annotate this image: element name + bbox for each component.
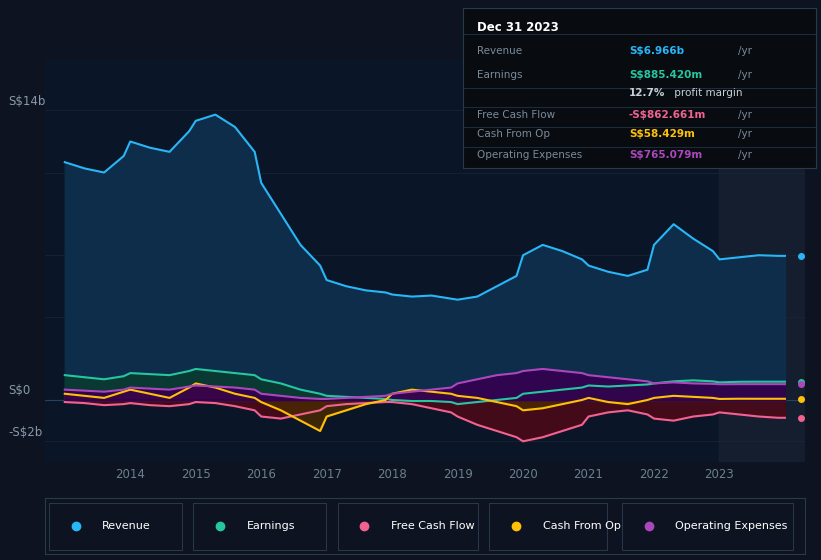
Text: S$0: S$0 bbox=[8, 384, 30, 397]
Text: /yr: /yr bbox=[738, 150, 752, 160]
Text: -S$2b: -S$2b bbox=[8, 426, 43, 438]
Text: Cash From Op: Cash From Op bbox=[543, 521, 621, 531]
Text: Operating Expenses: Operating Expenses bbox=[477, 150, 582, 160]
Text: /yr: /yr bbox=[738, 69, 752, 80]
Text: Operating Expenses: Operating Expenses bbox=[676, 521, 788, 531]
Text: 12.7%: 12.7% bbox=[629, 88, 665, 98]
Text: /yr: /yr bbox=[738, 110, 752, 119]
Text: S$765.079m: S$765.079m bbox=[629, 150, 702, 160]
Text: S$58.429m: S$58.429m bbox=[629, 129, 695, 139]
Text: Revenue: Revenue bbox=[477, 46, 522, 57]
Text: Revenue: Revenue bbox=[102, 521, 151, 531]
Text: Free Cash Flow: Free Cash Flow bbox=[391, 521, 475, 531]
Text: profit margin: profit margin bbox=[672, 88, 743, 98]
Text: Free Cash Flow: Free Cash Flow bbox=[477, 110, 555, 119]
Bar bbox=[719, 59, 805, 462]
Text: -S$862.661m: -S$862.661m bbox=[629, 110, 706, 119]
Text: /yr: /yr bbox=[738, 46, 752, 57]
Text: S$14b: S$14b bbox=[8, 95, 46, 108]
Text: Earnings: Earnings bbox=[477, 69, 523, 80]
Text: S$6.966b: S$6.966b bbox=[629, 46, 684, 57]
Text: Dec 31 2023: Dec 31 2023 bbox=[477, 21, 559, 34]
Text: S$885.420m: S$885.420m bbox=[629, 69, 702, 80]
Text: /yr: /yr bbox=[738, 129, 752, 139]
Text: Earnings: Earnings bbox=[246, 521, 295, 531]
Text: Cash From Op: Cash From Op bbox=[477, 129, 550, 139]
